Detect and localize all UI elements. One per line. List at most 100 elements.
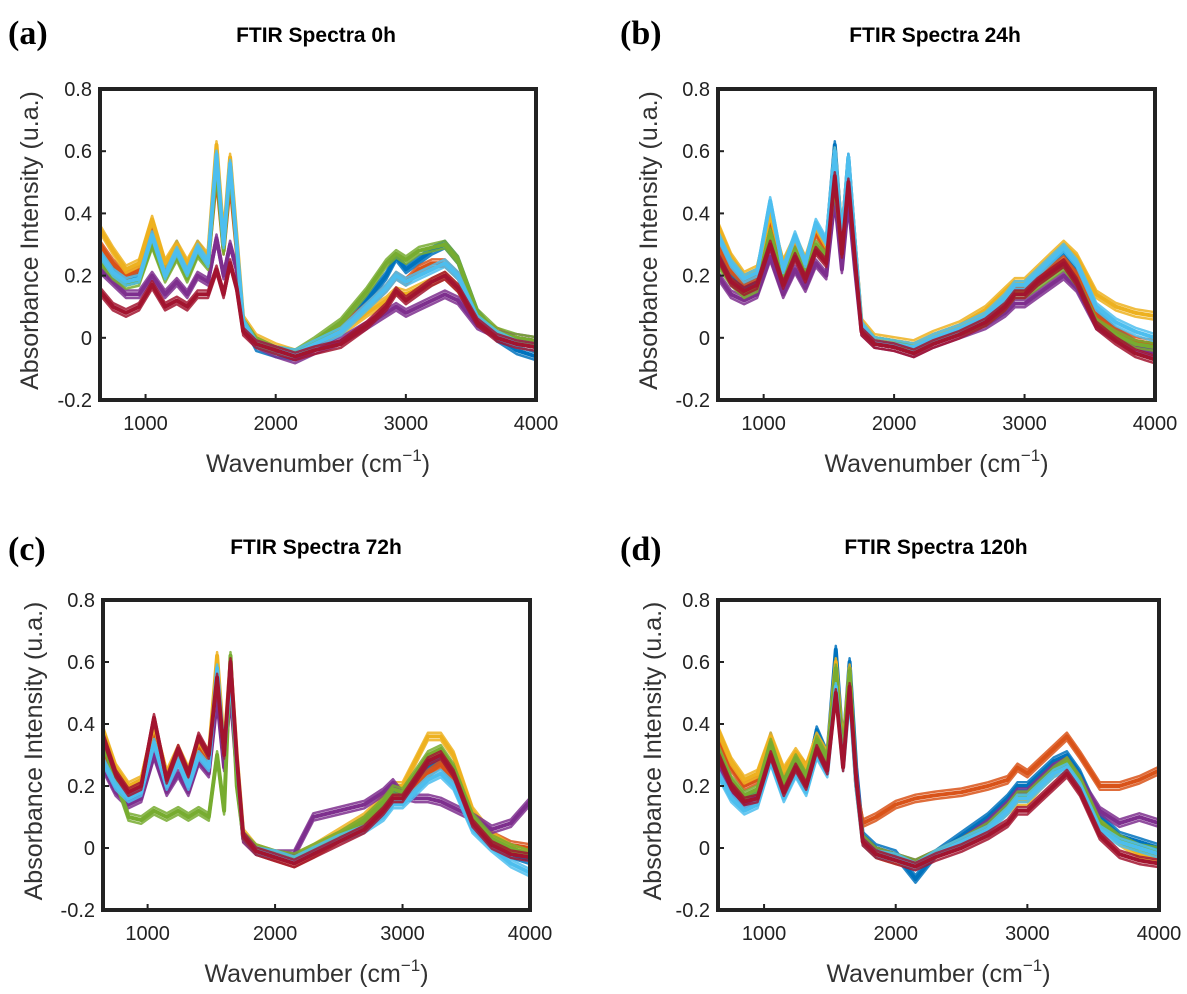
y-axis-label: Absorbance Intensity (u.a.) — [639, 602, 667, 901]
series-line — [718, 660, 1159, 866]
series-line — [718, 663, 1159, 862]
series-line — [718, 178, 1155, 365]
plot-frame — [101, 598, 532, 912]
series-line — [718, 146, 1155, 345]
x-axis-label: Wavenumber (cm−1) — [824, 446, 1048, 478]
series-line — [103, 657, 530, 862]
chart-title: FTIR Spectra 0h — [236, 24, 396, 47]
x-tick-label: 4000 — [514, 413, 559, 435]
series-line — [100, 147, 536, 359]
x-tick-label: 2000 — [253, 413, 298, 435]
panel-label: (c) — [8, 531, 46, 568]
x-tick-label: 2000 — [872, 413, 917, 435]
x-axis-label: Wavenumber (cm−1) — [204, 956, 428, 988]
x-tick-label: 2000 — [253, 923, 298, 945]
series-line — [100, 149, 536, 359]
y-tick-label: 0 — [699, 838, 710, 860]
series-line — [718, 681, 1159, 865]
y-tick-label: 0.8 — [682, 79, 710, 101]
y-tick-label: 0.6 — [67, 652, 95, 674]
series-line — [103, 664, 530, 869]
series-line — [103, 658, 530, 863]
series-line — [718, 147, 1155, 356]
series-line — [103, 658, 530, 863]
series-line — [718, 644, 1159, 877]
x-tick-label: 1000 — [741, 413, 786, 435]
x-tick-label: 3000 — [1002, 413, 1047, 435]
y-axis-label: Absorbance Intensity (u.a.) — [16, 91, 44, 390]
series-line — [718, 146, 1155, 342]
series-line — [103, 653, 530, 860]
panel-label: (a) — [8, 15, 48, 52]
x-tick-label: 3000 — [1005, 923, 1050, 945]
y-tick-label: 0.8 — [682, 590, 710, 612]
series-line — [718, 684, 1159, 869]
series-line — [100, 265, 536, 362]
y-tick-label: 0.4 — [682, 714, 710, 736]
y-tick-label: 0.4 — [682, 203, 710, 225]
chart-panel: (d) FTIR Spectra 120h 1000 2000 3000 4000 -0.2… — [620, 531, 1181, 988]
series-line — [100, 152, 536, 356]
plot-frame — [98, 87, 538, 402]
series-line — [103, 657, 530, 858]
y-tick-label: 0.4 — [64, 203, 92, 225]
y-tick-label: 0 — [81, 328, 92, 350]
panel-label: (b) — [620, 15, 662, 52]
plot-frame — [716, 87, 1157, 402]
panel-label: (d) — [620, 531, 662, 568]
y-tick-label: 0.6 — [682, 141, 710, 163]
series-line — [100, 258, 536, 354]
x-tick-label: 2000 — [873, 923, 918, 945]
y-tick-label: 0 — [84, 838, 95, 860]
x-tick-label: 1000 — [123, 413, 168, 435]
y-tick-label: -0.2 — [676, 390, 710, 412]
y-axis-label: Absorbance Intensity (u.a.) — [20, 602, 48, 901]
series-line — [100, 169, 536, 359]
series-group — [103, 650, 530, 878]
x-tick-label: 3000 — [380, 923, 425, 945]
series-line — [103, 660, 530, 866]
series-line — [718, 153, 1155, 350]
chart-panel: (c) FTIR Spectra 72h 1000 2000 3000 4000 -0.2 0… — [8, 531, 552, 988]
y-tick-label: 0.6 — [64, 141, 92, 163]
series-line — [718, 689, 1159, 872]
y-tick-label: 0.2 — [682, 776, 710, 798]
chart-panel: (b) FTIR Spectra 24h 1000 2000 3000 4000 -0.2 0… — [620, 15, 1177, 478]
series-group — [718, 644, 1159, 884]
y-tick-label: 0.2 — [67, 776, 95, 798]
series-line — [103, 664, 530, 866]
y-tick-label: -0.2 — [676, 900, 710, 922]
plot-frame — [716, 598, 1161, 912]
y-tick-label: 0.8 — [64, 79, 92, 101]
y-axis-label: Absorbance Intensity (u.a.) — [635, 91, 663, 390]
y-tick-label: 0.2 — [682, 266, 710, 288]
series-line — [718, 161, 1155, 350]
y-tick-label: 0.8 — [67, 590, 95, 612]
series-line — [718, 657, 1159, 862]
y-tick-label: 0 — [699, 328, 710, 350]
series-group — [100, 139, 536, 365]
y-tick-label: 0.4 — [67, 714, 95, 736]
x-tick-label: 3000 — [384, 413, 429, 435]
x-tick-label: 1000 — [742, 923, 787, 945]
chart-panel: (a) FTIR Spectra 0h 1000 2000 3000 4000 -0.2 0 0… — [8, 15, 558, 478]
x-axis-label: Wavenumber (cm−1) — [206, 446, 430, 478]
chart-title: FTIR Spectra 72h — [230, 536, 402, 559]
y-tick-label: -0.2 — [61, 900, 95, 922]
chart-title: FTIR Spectra 24h — [849, 24, 1021, 47]
series-line — [103, 653, 530, 860]
series-line — [718, 153, 1155, 353]
y-tick-label: 0.6 — [682, 652, 710, 674]
series-line — [718, 143, 1155, 353]
series-group — [718, 139, 1155, 365]
series-line — [100, 240, 536, 365]
series-line — [103, 670, 530, 878]
x-tick-label: 4000 — [1137, 923, 1182, 945]
series-line — [103, 660, 530, 863]
x-tick-label: 4000 — [508, 923, 553, 945]
series-line — [718, 171, 1155, 358]
x-tick-label: 4000 — [1133, 413, 1178, 435]
series-line — [103, 650, 530, 855]
series-line — [100, 261, 536, 359]
